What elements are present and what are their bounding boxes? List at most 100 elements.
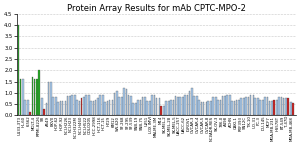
Bar [137, 99, 139, 115]
Bar [132, 103, 134, 115]
Bar [215, 97, 217, 115]
Bar [50, 81, 52, 115]
Bar [102, 95, 104, 115]
Bar [22, 79, 24, 115]
Bar [24, 99, 26, 115]
Bar [107, 101, 109, 115]
Bar [175, 96, 176, 115]
Bar [203, 102, 204, 115]
Bar [278, 97, 280, 115]
Bar [74, 95, 76, 115]
Bar [71, 95, 73, 115]
Bar [121, 97, 123, 115]
Bar [160, 106, 162, 115]
Bar [170, 99, 172, 115]
Bar [224, 96, 226, 115]
Bar [34, 79, 35, 115]
Bar [172, 99, 174, 115]
Bar [27, 99, 28, 115]
Bar [52, 97, 54, 115]
Bar [118, 97, 120, 115]
Bar [248, 97, 249, 115]
Bar [99, 95, 101, 115]
Bar [163, 106, 165, 115]
Bar [38, 70, 40, 115]
Bar [46, 103, 47, 115]
Title: Protein Array Results for mAb CPTC-MPO-2: Protein Array Results for mAb CPTC-MPO-2 [67, 4, 246, 13]
Bar [48, 81, 49, 115]
Bar [76, 99, 77, 115]
Bar [257, 98, 259, 115]
Bar [128, 95, 129, 115]
Bar [191, 88, 193, 115]
Bar [271, 101, 273, 115]
Bar [283, 98, 284, 115]
Bar [81, 98, 82, 115]
Bar [158, 98, 160, 115]
Bar [135, 103, 137, 115]
Bar [194, 96, 195, 115]
Bar [113, 93, 115, 115]
Bar [231, 101, 232, 115]
Bar [253, 95, 254, 115]
Bar [273, 99, 275, 115]
Bar [62, 101, 63, 115]
Bar [156, 98, 158, 115]
Bar [240, 98, 242, 115]
Bar [29, 112, 31, 115]
Bar [20, 79, 21, 115]
Bar [187, 95, 188, 115]
Bar [60, 101, 61, 115]
Bar [104, 102, 106, 115]
Bar [17, 25, 19, 115]
Bar [217, 99, 218, 115]
Bar [95, 99, 96, 115]
Bar [64, 101, 66, 115]
Bar [130, 96, 132, 115]
Bar [57, 102, 59, 115]
Bar [292, 103, 294, 115]
Bar [285, 98, 287, 115]
Bar [85, 95, 87, 115]
Bar [144, 97, 146, 115]
Bar [146, 101, 148, 115]
Bar [287, 98, 289, 115]
Bar [245, 97, 247, 115]
Bar [267, 97, 268, 115]
Bar [83, 97, 85, 115]
Bar [98, 98, 99, 115]
Bar [55, 97, 57, 115]
Bar [229, 95, 231, 115]
Bar [165, 101, 167, 115]
Bar [154, 95, 155, 115]
Bar [234, 101, 235, 115]
Bar [198, 99, 200, 115]
Bar [149, 101, 151, 115]
Bar [236, 99, 237, 115]
Bar [212, 97, 214, 115]
Bar [41, 98, 43, 115]
Bar [112, 99, 113, 115]
Bar [226, 95, 228, 115]
Bar [290, 102, 292, 115]
Bar [250, 95, 251, 115]
Bar [90, 101, 92, 115]
Bar [243, 98, 245, 115]
Bar [276, 99, 278, 115]
Bar [210, 101, 212, 115]
Bar [201, 102, 203, 115]
Bar [140, 99, 141, 115]
Bar [222, 96, 223, 115]
Bar [43, 109, 45, 115]
Bar [281, 97, 282, 115]
Bar [182, 97, 184, 115]
Bar [208, 101, 209, 115]
Bar [168, 101, 170, 115]
Bar [32, 77, 33, 115]
Bar [206, 102, 207, 115]
Bar [126, 89, 127, 115]
Bar [67, 96, 68, 115]
Bar [142, 97, 143, 115]
Bar [151, 95, 153, 115]
Bar [36, 79, 38, 115]
